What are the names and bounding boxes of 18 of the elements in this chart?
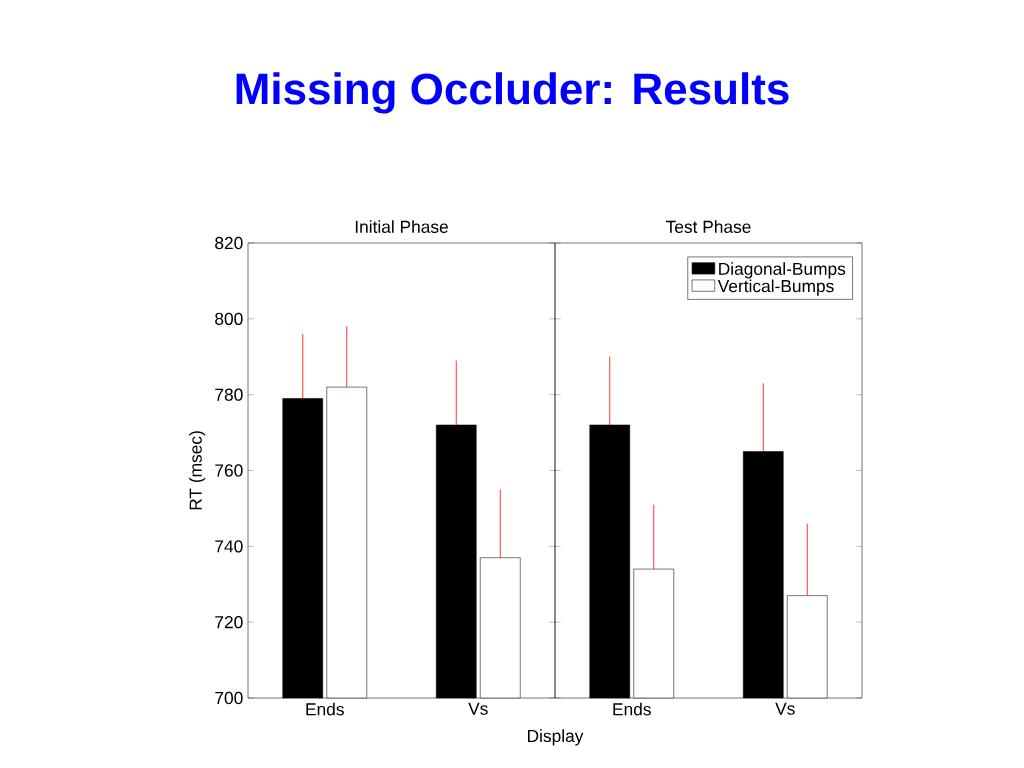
y-axis-title: RT (msec) [189, 431, 206, 510]
legend-label: Vertical-Bumps [717, 279, 834, 296]
x-tick-label: Ends [613, 702, 651, 716]
y-tick-label: 700 [215, 691, 243, 705]
x-tick-label: Ends [306, 702, 344, 716]
y-tick-label: 780 [215, 388, 243, 401]
y-tick-label: 820 [215, 236, 243, 250]
legend-label: Diagonal-Bumps [719, 262, 846, 279]
chart-title: Initial Phase [355, 220, 448, 233]
y-tick-label: 800 [215, 312, 243, 325]
x-tick-label: Vs [468, 702, 488, 715]
y-tick-label: 720 [215, 616, 243, 629]
x-tick-label: Vs [775, 702, 795, 715]
text: Missing Occluder: Results [236, 72, 789, 114]
x-axis-title: Display [528, 729, 584, 746]
y-tick-label: 760 [215, 464, 243, 477]
chart-title: Test Phase [666, 220, 751, 233]
y-tick-label: 740 [215, 540, 243, 553]
